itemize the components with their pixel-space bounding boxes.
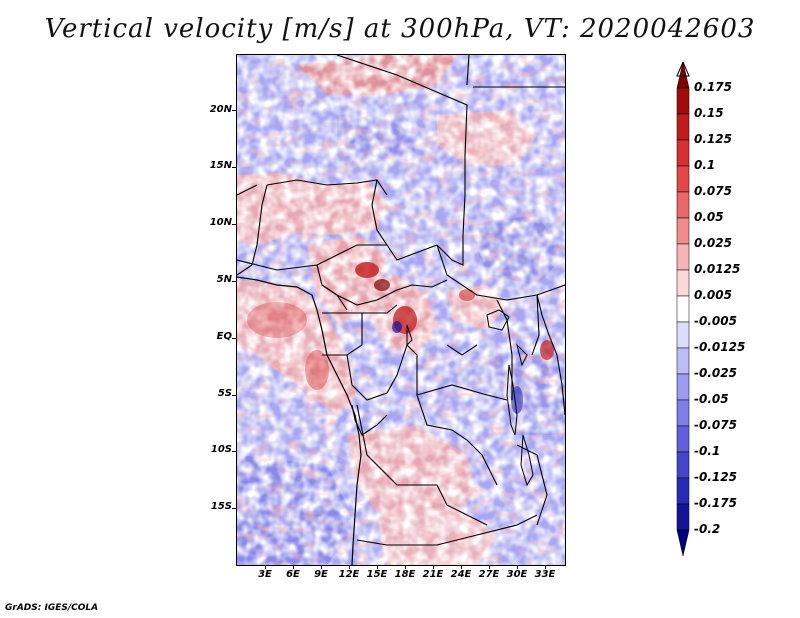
lat-tick	[232, 224, 236, 225]
vertical-velocity-map	[236, 54, 566, 566]
lon-label: 24E	[450, 569, 472, 580]
lon-tick	[349, 565, 350, 569]
borders	[237, 55, 565, 546]
lat-tick	[232, 281, 236, 282]
colorbar-label: -0.175	[694, 496, 737, 510]
colorbar-label: 0.05	[694, 210, 724, 224]
lon-tick	[489, 565, 490, 569]
lon-tick	[293, 565, 294, 569]
lon-tick	[377, 565, 378, 569]
lat-tick	[232, 395, 236, 396]
colorbar-label: 0.025	[694, 236, 732, 250]
colorbar-swatch	[676, 399, 690, 427]
lon-tick	[545, 565, 546, 569]
colorbar-swatch	[676, 477, 690, 505]
colorbar-swatch	[676, 295, 690, 323]
colorbar-swatch	[676, 529, 690, 556]
colorbar-label: -0.2	[694, 522, 721, 536]
colorbar-label: 0.1	[694, 158, 716, 172]
lat-tick	[232, 167, 236, 168]
colorbar-swatch	[676, 243, 690, 271]
colorbar-label: -0.0125	[694, 340, 746, 354]
colorbar-swatch	[676, 321, 690, 349]
colorbar-swatch	[676, 165, 690, 193]
lakes	[406, 309, 534, 487]
colorbar-label: -0.005	[694, 314, 737, 328]
lat-tick	[232, 508, 236, 509]
lat-label: 10N	[209, 217, 232, 228]
colorbar-label: 0.175	[694, 80, 732, 94]
colorbar	[676, 62, 690, 556]
lat-tick	[232, 110, 236, 111]
colorbar-swatch	[676, 191, 690, 219]
lon-label: 27E	[478, 569, 500, 580]
colorbar-label: -0.025	[694, 366, 737, 380]
colorbar-swatch	[676, 347, 690, 375]
colorbar-top-arrow	[676, 62, 690, 77]
colorbar-swatch	[676, 425, 690, 453]
lon-label: 3E	[258, 569, 272, 580]
lon-tick	[433, 565, 434, 569]
colorbar-label: 0.15	[694, 106, 724, 120]
colorbar-swatch	[676, 217, 690, 245]
lat-tick	[232, 451, 236, 452]
lat-label: 5S	[217, 388, 232, 399]
lon-label: 12E	[338, 569, 360, 580]
colorbar-swatch	[676, 62, 690, 89]
lat-label: 15S	[210, 501, 232, 512]
lon-tick	[461, 565, 462, 569]
colorbar-label: -0.075	[694, 418, 737, 432]
colorbar-swatch	[676, 139, 690, 167]
lat-label: 20N	[209, 104, 232, 115]
colorbar-label: -0.1	[694, 444, 721, 458]
lon-label: 6E	[286, 569, 300, 580]
lon-label: 18E	[394, 569, 416, 580]
colorbar-swatch	[676, 269, 690, 297]
lat-label: EQ	[216, 331, 232, 342]
lon-label: 33E	[534, 569, 556, 580]
lon-tick	[517, 565, 518, 569]
coastline	[237, 276, 362, 565]
colorbar-label: 0.0125	[694, 262, 741, 276]
colorbar-swatch	[676, 113, 690, 141]
lat-label: 15N	[209, 160, 232, 171]
lon-tick	[405, 565, 406, 569]
map-canvas	[237, 55, 565, 565]
lon-label: 30E	[506, 569, 528, 580]
convective-cells	[247, 262, 554, 414]
colorbar-label: -0.05	[694, 392, 729, 406]
lon-label: 21E	[422, 569, 444, 580]
lat-label: 5N	[216, 274, 232, 285]
colorbar-swatch	[676, 373, 690, 401]
colorbar-swatch	[676, 87, 690, 115]
lon-label: 15E	[366, 569, 388, 580]
lon-tick	[321, 565, 322, 569]
colorbar-swatch	[676, 503, 690, 531]
colorbar-label: 0.075	[694, 184, 732, 198]
credit-text: GrADS: IGES/COLA	[5, 603, 99, 613]
lat-tick	[232, 338, 236, 339]
lon-label: 9E	[314, 569, 328, 580]
chart-title: Vertical velocity [m/s] at 300hPa, VT: 2…	[44, 14, 756, 44]
colorbar-swatches	[676, 62, 690, 556]
colorbar-label: 0.005	[694, 288, 732, 302]
lat-label: 10S	[210, 444, 232, 455]
colorbar-label: 0.125	[694, 132, 732, 146]
east-coastline	[536, 294, 565, 416]
colorbar-label: -0.125	[694, 470, 737, 484]
lon-tick	[265, 565, 266, 569]
colorbar-swatch	[676, 451, 690, 479]
